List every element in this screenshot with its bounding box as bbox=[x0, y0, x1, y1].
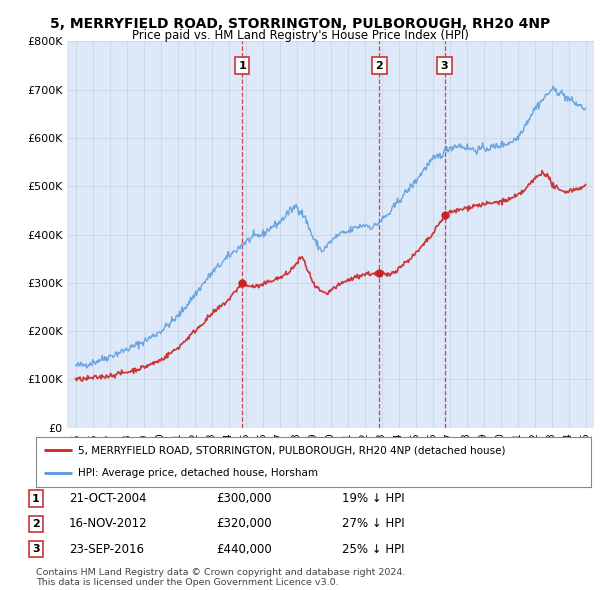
Text: 25% ↓ HPI: 25% ↓ HPI bbox=[342, 543, 404, 556]
Text: 23-SEP-2016: 23-SEP-2016 bbox=[69, 543, 144, 556]
Text: Price paid vs. HM Land Registry's House Price Index (HPI): Price paid vs. HM Land Registry's House … bbox=[131, 30, 469, 42]
Text: 5, MERRYFIELD ROAD, STORRINGTON, PULBOROUGH, RH20 4NP (detached house): 5, MERRYFIELD ROAD, STORRINGTON, PULBORO… bbox=[77, 445, 505, 455]
Text: Contains HM Land Registry data © Crown copyright and database right 2024.: Contains HM Land Registry data © Crown c… bbox=[36, 568, 406, 577]
Text: HPI: Average price, detached house, Horsham: HPI: Average price, detached house, Hors… bbox=[77, 468, 317, 478]
Text: £300,000: £300,000 bbox=[216, 492, 271, 505]
Text: 5, MERRYFIELD ROAD, STORRINGTON, PULBOROUGH, RH20 4NP: 5, MERRYFIELD ROAD, STORRINGTON, PULBORO… bbox=[50, 17, 550, 31]
Text: This data is licensed under the Open Government Licence v3.0.: This data is licensed under the Open Gov… bbox=[36, 578, 338, 588]
Text: £320,000: £320,000 bbox=[216, 517, 272, 530]
Text: 1: 1 bbox=[238, 61, 246, 71]
Text: 19% ↓ HPI: 19% ↓ HPI bbox=[342, 492, 404, 505]
Text: 3: 3 bbox=[441, 61, 448, 71]
Text: 27% ↓ HPI: 27% ↓ HPI bbox=[342, 517, 404, 530]
Text: 3: 3 bbox=[32, 545, 40, 554]
Text: 16-NOV-2012: 16-NOV-2012 bbox=[69, 517, 148, 530]
Text: 2: 2 bbox=[32, 519, 40, 529]
Text: 1: 1 bbox=[32, 494, 40, 503]
Text: 21-OCT-2004: 21-OCT-2004 bbox=[69, 492, 146, 505]
Text: 2: 2 bbox=[376, 61, 383, 71]
Text: £440,000: £440,000 bbox=[216, 543, 272, 556]
